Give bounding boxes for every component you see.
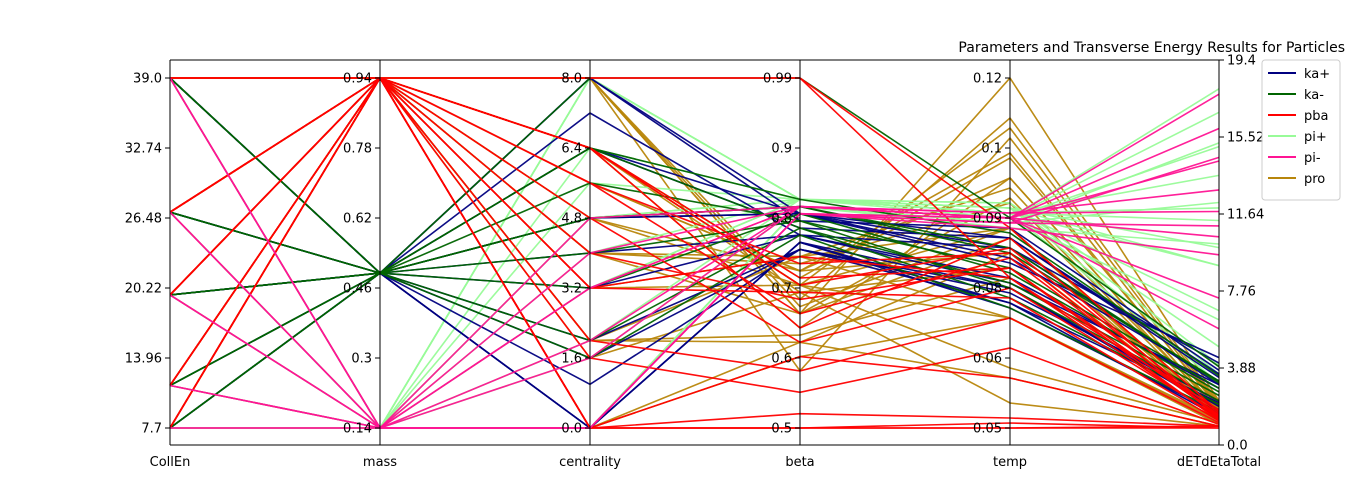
series-line-ka--4 (169, 212, 1220, 393)
axis-label-mass: mass (363, 455, 397, 470)
series-line-pba-6 (169, 76, 1220, 429)
series-line-ka--1 (169, 77, 1220, 377)
tick-label-temp-3: 0.09 (973, 212, 1002, 227)
series-line-ka--3 (169, 182, 1220, 389)
tick-label-CollEn-3: 26.48 (125, 212, 162, 227)
tick-label-temp-0: 0.05 (973, 422, 1002, 437)
series-lines (169, 76, 1220, 430)
tick-label-beta-0: 0.5 (771, 422, 792, 437)
series-line-ka+-7 (169, 147, 1220, 359)
tick-label-mass-1: 0.3 (351, 352, 372, 367)
tick-label-mass-3: 0.62 (343, 212, 372, 227)
series-line-pi--8 (169, 205, 1220, 429)
tick-label-dETdEtaTotal-5: 19.4 (1227, 54, 1256, 69)
legend-label-pro: pro (1304, 172, 1325, 187)
series-line-pi--10 (170, 205, 1220, 429)
tick-label-centrality-2: 3.2 (561, 282, 582, 297)
axis-label-temp: temp (993, 455, 1027, 470)
legend-label-pi+: pi+ (1304, 130, 1327, 145)
tick-label-centrality-5: 8.0 (561, 72, 582, 87)
tick-label-CollEn-1: 13.96 (125, 352, 162, 367)
tick-label-mass-4: 0.78 (343, 142, 372, 157)
legend-label-pi-: pi- (1304, 151, 1321, 166)
tick-label-beta-3: 0.8 (771, 212, 792, 227)
tick-label-centrality-4: 6.4 (561, 142, 582, 157)
tick-label-dETdEtaTotal-4: 15.52 (1227, 131, 1264, 146)
tick-label-temp-2: 0.08 (973, 282, 1002, 297)
tick-label-mass-2: 0.46 (343, 282, 372, 297)
axes: CollEn 7.7 13.96 20.22 26.48 32.74 39.0 mass 0.1… (125, 54, 1264, 471)
tick-label-CollEn-2: 20.22 (125, 282, 162, 297)
axis-label-centrality: centrality (559, 455, 621, 470)
tick-label-temp-1: 0.06 (973, 352, 1002, 367)
axis-label-dETdEtaTotal: dETdEtaTotal (1177, 455, 1261, 470)
axis-label-CollEn: CollEn (150, 455, 191, 470)
tick-label-dETdEtaTotal-3: 11.64 (1227, 208, 1264, 223)
tick-label-beta-2: 0.7 (771, 282, 792, 297)
tick-label-beta-5: 0.99 (763, 72, 792, 87)
legend-label-ka-: ka- (1304, 88, 1324, 103)
tick-label-temp-4: 0.1 (981, 142, 1002, 157)
tick-label-mass-5: 0.94 (343, 72, 372, 87)
series-line-pi--6 (169, 205, 1220, 429)
tick-label-CollEn-5: 39.0 (133, 72, 162, 87)
tick-label-dETdEtaTotal-1: 3.88 (1227, 362, 1256, 377)
tick-label-temp-5: 0.12 (973, 72, 1002, 87)
legend-label-ka+: ka+ (1304, 67, 1330, 82)
tick-label-dETdEtaTotal-0: 0.0 (1227, 439, 1248, 454)
legend: ka+ ka-pba pi+ pi-pro (1261, 59, 1341, 201)
series-line-pba-16 (169, 76, 1220, 429)
tick-label-centrality-3: 4.8 (561, 212, 582, 227)
series-line-pba-17 (169, 76, 1220, 429)
chart-title: Parameters and Transverse Energy Results… (958, 40, 1345, 56)
tick-label-CollEn-4: 32.74 (125, 142, 162, 157)
axis-label-beta: beta (785, 455, 814, 470)
tick-label-beta-4: 0.9 (771, 142, 792, 157)
series-line-ka+-1 (169, 77, 1220, 379)
tick-label-beta-1: 0.6 (771, 352, 792, 367)
tick-label-centrality-1: 1.6 (561, 352, 582, 367)
tick-label-centrality-0: 0.0 (561, 422, 582, 437)
tick-label-CollEn-0: 7.7 (141, 422, 162, 437)
tick-label-mass-0: 0.14 (343, 422, 372, 437)
legend-label-pba: pba (1304, 109, 1328, 124)
series-line-pro-6 (169, 77, 1220, 404)
series-line-pba-13 (169, 76, 1220, 429)
tick-label-dETdEtaTotal-2: 7.76 (1227, 285, 1256, 300)
